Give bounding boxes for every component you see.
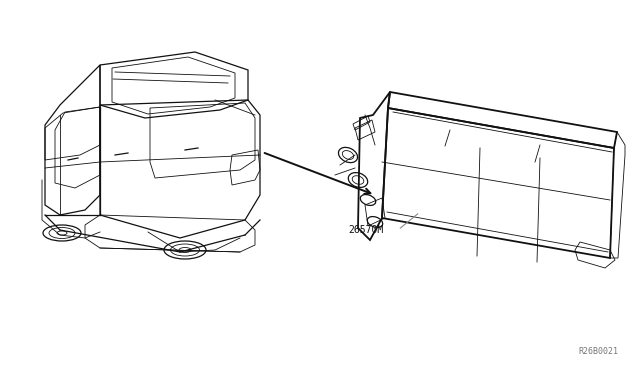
Text: 26570M: 26570M [348, 225, 383, 235]
Text: R26B0021: R26B0021 [579, 347, 618, 356]
